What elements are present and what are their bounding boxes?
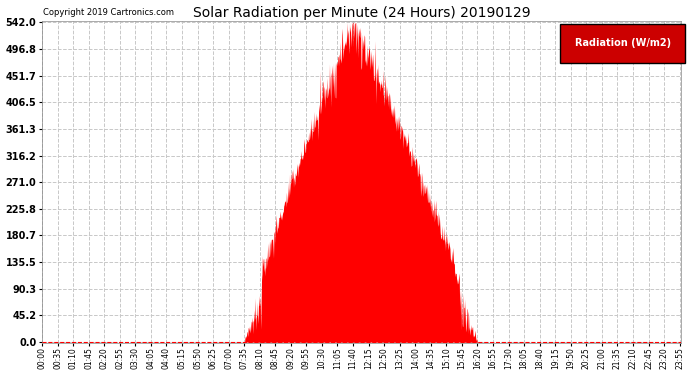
Text: Radiation (W/m2): Radiation (W/m2)	[575, 38, 671, 48]
FancyBboxPatch shape	[560, 24, 684, 63]
Title: Solar Radiation per Minute (24 Hours) 20190129: Solar Radiation per Minute (24 Hours) 20…	[193, 6, 531, 20]
Text: Copyright 2019 Cartronics.com: Copyright 2019 Cartronics.com	[43, 9, 174, 18]
